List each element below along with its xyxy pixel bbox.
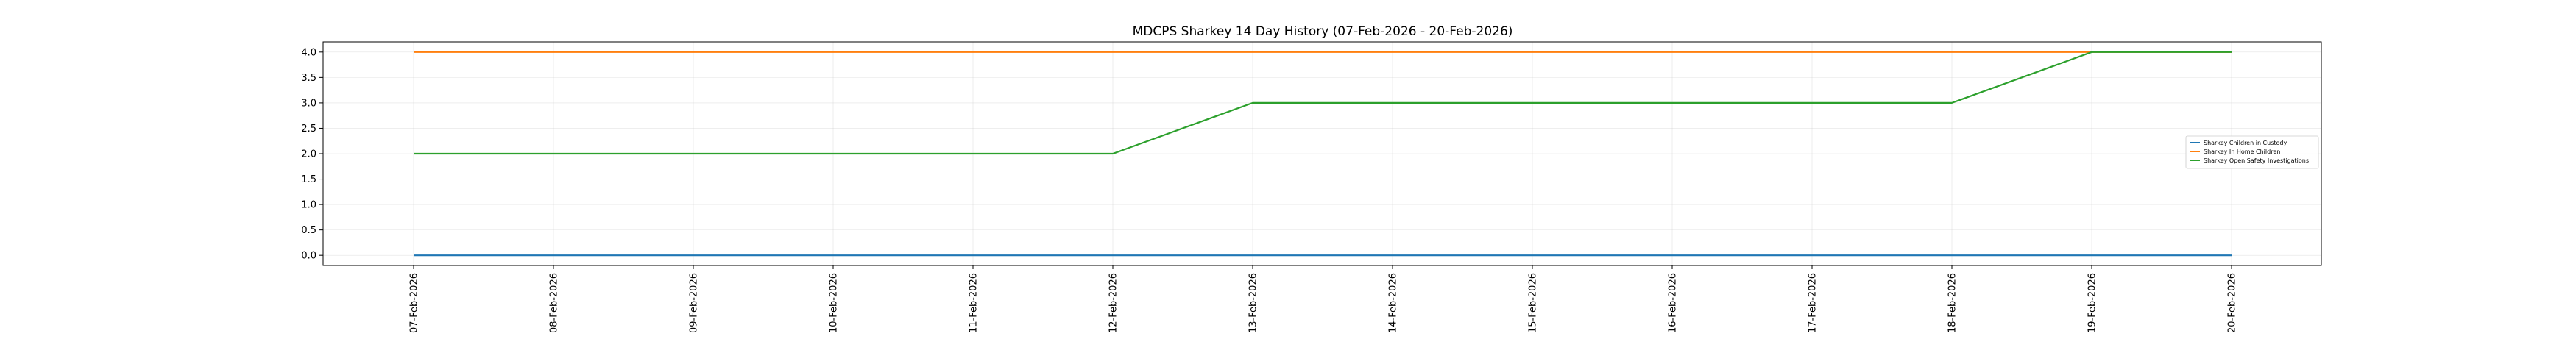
legend-label: Sharkey Open Safety Investigations xyxy=(2204,157,2309,164)
y-tick-label: 1.0 xyxy=(301,200,316,211)
y-axis: 0.0 0.5 1.0 1.5 2.0 2.5 3.0 3.5 4.0 xyxy=(301,47,323,262)
x-tick-label: 10-Feb-2026 xyxy=(829,273,840,333)
series-lines xyxy=(414,51,2232,257)
y-tick-label: 4.0 xyxy=(301,47,316,58)
x-tick-label: 18-Feb-2026 xyxy=(1947,273,1958,333)
series-line-2 xyxy=(414,51,2232,155)
legend-label: Sharkey Children in Custody xyxy=(2204,140,2287,146)
y-tick-label: 0.0 xyxy=(301,251,316,262)
y-tick-label: 2.5 xyxy=(301,124,316,135)
y-tick-label: 1.5 xyxy=(301,174,316,185)
x-tick-label: 13-Feb-2026 xyxy=(1248,273,1259,333)
y-tick-label: 0.5 xyxy=(301,225,316,236)
x-tick-label: 19-Feb-2026 xyxy=(2087,273,2098,333)
x-tick-label: 09-Feb-2026 xyxy=(689,273,700,333)
x-tick-label: 14-Feb-2026 xyxy=(1388,273,1399,333)
legend-label: Sharkey In Home Children xyxy=(2204,149,2280,155)
x-tick-label: 08-Feb-2026 xyxy=(549,273,560,333)
x-tick-label: 07-Feb-2026 xyxy=(409,273,420,333)
y-tick-label: 3.5 xyxy=(301,73,316,84)
y-tick-label: 3.0 xyxy=(301,98,316,109)
chart-title: MDCPS Sharkey 14 Day History (07-Feb-202… xyxy=(1133,24,1513,39)
y-tick-label: 2.0 xyxy=(301,149,316,160)
x-tick-label: 15-Feb-2026 xyxy=(1528,273,1539,333)
x-tick-label: 11-Feb-2026 xyxy=(969,273,980,333)
x-tick-label: 12-Feb-2026 xyxy=(1108,273,1119,333)
x-tick-label: 20-Feb-2026 xyxy=(2227,273,2238,333)
x-axis: 07-Feb-2026 08-Feb-2026 09-Feb-2026 10-Feb-… xyxy=(409,265,2238,333)
legend-box xyxy=(2185,135,2319,169)
legend: Sharkey Children in Custody Sharkey In Ho… xyxy=(2185,135,2319,169)
x-tick-label: 16-Feb-2026 xyxy=(1668,273,1679,333)
x-tick-label: 17-Feb-2026 xyxy=(1808,273,1819,333)
